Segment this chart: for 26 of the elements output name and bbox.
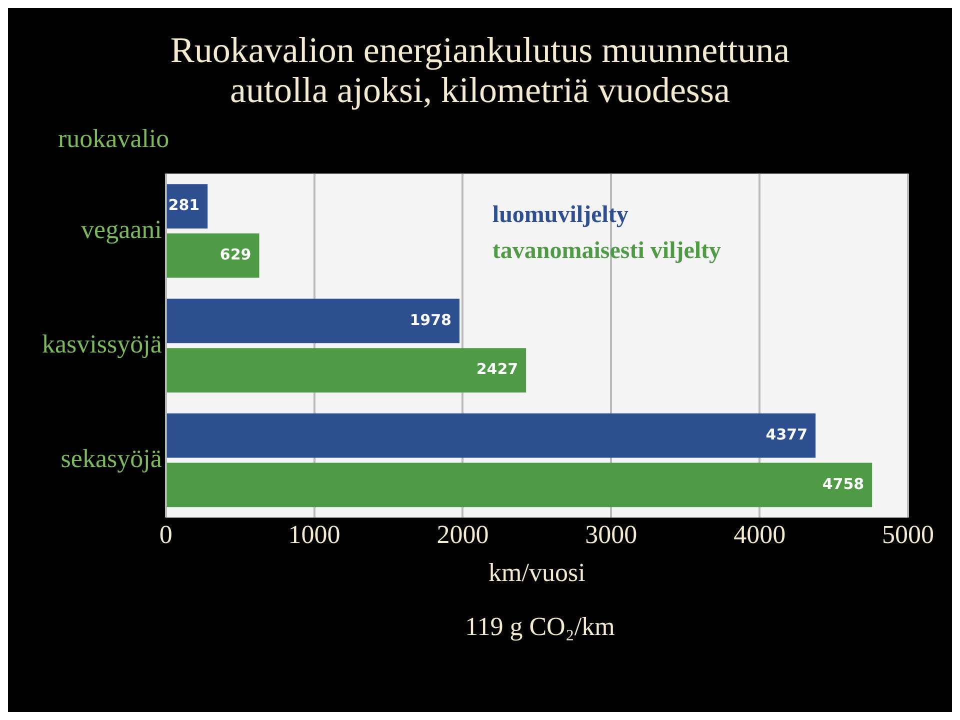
data-label: 2427 [476, 360, 518, 378]
x-tick-label: 0 [159, 520, 172, 550]
bar [166, 348, 526, 392]
x-axis-title: km/vuosi [488, 558, 586, 588]
data-label: 281 [168, 196, 200, 214]
text: luomuviljelty [492, 202, 628, 228]
text: 119 g CO₂/km [465, 612, 615, 641]
data-label: 1978 [410, 310, 452, 329]
text: tavanomaisesti viljelty [492, 238, 722, 264]
y-tick-label: vegaani [81, 214, 162, 244]
y-tick-label: kasvissyöjä [42, 329, 162, 358]
bar [166, 233, 260, 278]
x-tick-label: 1000 [288, 520, 340, 550]
y-tick-label: sekasyöjä [60, 444, 162, 474]
bar [166, 413, 816, 458]
bar [166, 298, 460, 344]
x-tick-label: 3000 [585, 520, 638, 550]
y-axis-title: ruokavalio [57, 124, 170, 154]
bar [166, 462, 872, 508]
chart-title: Ruokavalion energiankulutus muunnettuna autolla ajoksi, kilometriä vuodessa [169, 29, 791, 110]
data-label: 4758 [822, 474, 864, 493]
data-label: 629 [220, 245, 252, 264]
x-tick-label: 2000 [436, 520, 489, 550]
x-tick-label: 5000 [882, 520, 934, 550]
x-tick-label: 4000 [734, 520, 786, 550]
data-label: 4377 [766, 426, 808, 444]
